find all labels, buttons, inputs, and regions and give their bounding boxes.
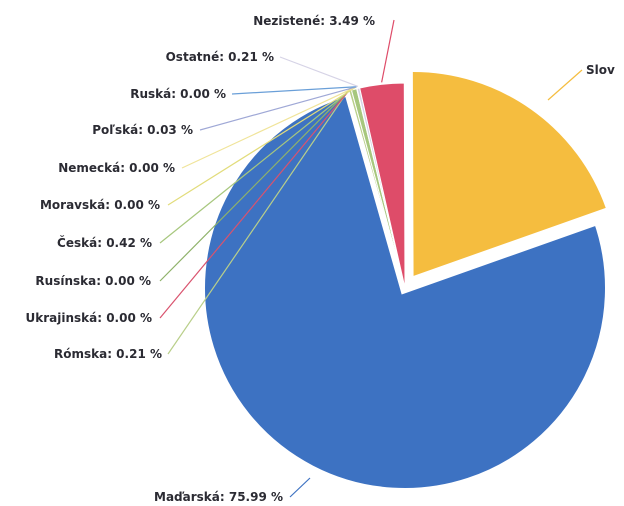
label-rusinska: Rusínska: 0.00 % — [35, 274, 151, 288]
leader-line-ostatne — [279, 56, 359, 87]
label-nemecka: Nemecká: 0.00 % — [58, 161, 175, 175]
label-ruska: Ruská: 0.00 % — [130, 87, 226, 101]
leader-line-slov — [547, 69, 583, 101]
label-romska: Rómska: 0.21 % — [54, 347, 162, 361]
label-polska: Poľská: 0.03 % — [92, 123, 193, 137]
leader-line-nemecka — [181, 86, 357, 169]
leader-line-ceska — [159, 87, 354, 244]
leader-line-moravska — [167, 86, 357, 206]
label-slov: Slov — [586, 63, 615, 77]
label-nezistene: Nezistené: 3.49 % — [253, 14, 375, 28]
leader-line-ukrajinska — [159, 87, 352, 319]
leader-line-polska — [199, 86, 357, 131]
leader-line-rusinska — [159, 87, 352, 282]
slice-madarska[interactable] — [195, 84, 615, 498]
slice-slov[interactable] — [411, 71, 607, 278]
leader-line-ruska — [231, 86, 357, 95]
label-ostatne: Ostatné: 0.21 % — [166, 50, 274, 64]
label-ceska: Česká: 0.42 % — [57, 235, 152, 250]
leader-lines — [159, 19, 583, 498]
label-moravska: Moravská: 0.00 % — [40, 198, 160, 212]
label-madarska: Maďarská: 75.99 % — [154, 490, 283, 504]
leader-line-nezistene — [381, 19, 395, 83]
slice-nezistene[interactable] — [359, 82, 406, 289]
leader-line-romska — [167, 88, 351, 355]
leader-line-madarska — [289, 477, 311, 498]
label-ukrajinska: Ukrajinská: 0.00 % — [25, 311, 152, 325]
slice-labels: Slov Maďarská: 75.99 % Rómska: 0.21 % Ukraj… — [25, 14, 615, 504]
pie-slices — [195, 71, 615, 498]
